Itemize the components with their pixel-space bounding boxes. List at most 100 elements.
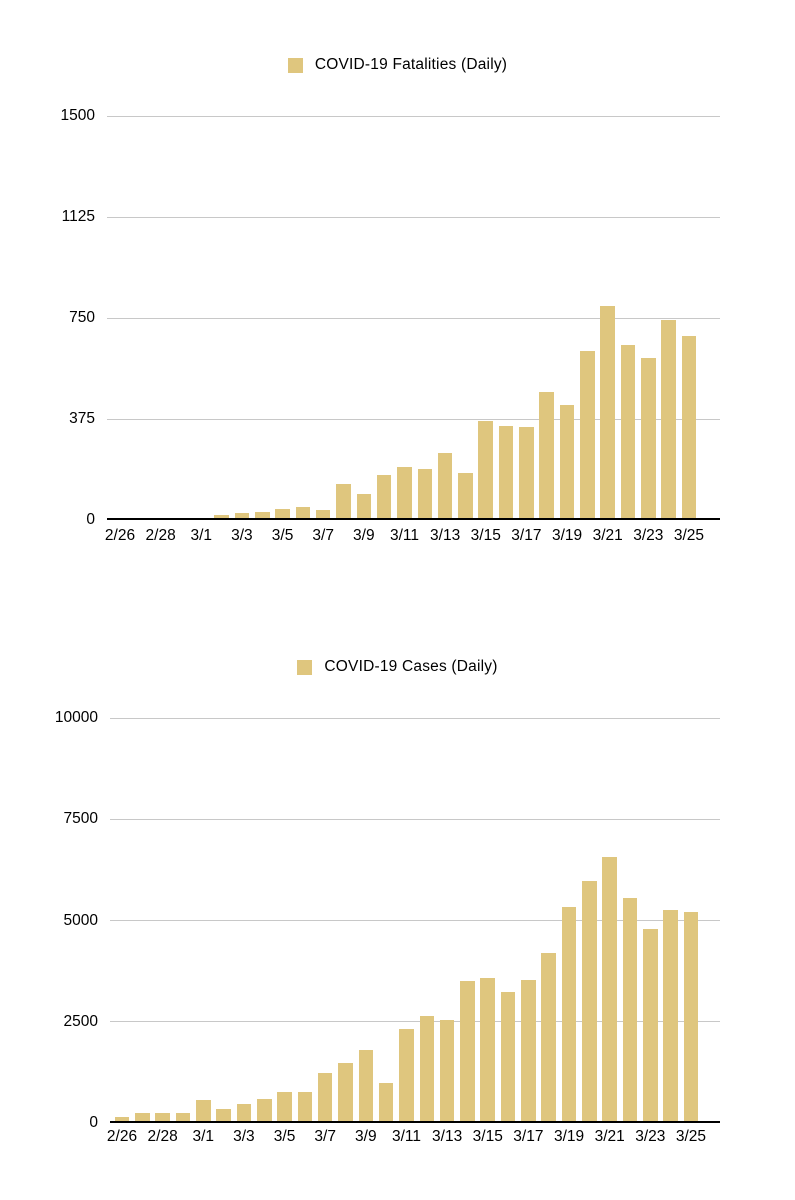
bar-3/17 [519,427,534,520]
x-axis-tick-label: 3/3 [233,1128,255,1145]
y-axis-tick-label: 1500 [60,107,95,124]
fatalities-plot-area [107,115,720,520]
x-axis-tick-label: 3/5 [271,527,294,544]
x-axis-tick-label: 3/25 [675,1128,707,1145]
gridline-7500 [110,818,720,820]
x-axis-tick-label: 3/23 [635,1128,666,1145]
bar-3/22 [622,897,638,1123]
bar-3/12 [417,469,433,520]
y-axis-tick-label: 10000 [54,709,98,726]
y-axis-tick-label: 1125 [61,208,95,225]
legend-label: COVID-19 Cases (Daily) [324,658,498,675]
x-axis-line [110,1121,720,1123]
bar-3/6 [295,506,311,520]
x-axis-tick-label: 3/3 [231,527,253,544]
bar-3/15 [480,977,496,1123]
x-axis-tick-label: 3/9 [355,1128,377,1145]
x-axis-tick-label: 3/7 [312,527,334,544]
bar-3/25 [681,336,697,520]
bar-3/1 [195,1100,211,1123]
bar-3/9 [358,1050,374,1123]
x-axis-tick-label: 3/11 [391,1128,421,1145]
bar-2/28 [155,1113,170,1123]
gridline-1125 [107,216,720,218]
bar-3/2 [214,515,229,520]
gridline-10000 [110,717,720,719]
bar-3/3 [234,512,250,520]
bar-3/16 [498,426,514,520]
bar-3/14 [458,472,473,520]
x-axis-tick-label: 3/23 [633,527,664,544]
x-axis-tick-label: 3/15 [470,527,501,544]
x-axis-tick-label: 2/26 [106,1128,138,1145]
x-axis-line [107,518,720,520]
bar-3/8 [338,1062,353,1123]
gridline-2500 [110,1021,720,1023]
y-axis-tick-label: 750 [69,309,95,326]
bar-2/26 [114,1117,130,1123]
y-axis-tick-label: 7500 [63,810,98,828]
x-axis-tick-label: 3/1 [190,527,213,544]
bar-3/10 [378,1083,394,1123]
bar-3/9 [356,493,372,520]
gridline-750 [107,317,720,319]
cases-plot-area [110,717,720,1123]
x-axis-tick-label: 3/21 [592,527,623,544]
bar-3/21 [602,857,617,1123]
x-axis-tick-label: 3/17 [513,1128,544,1145]
x-axis-tick-label: 3/1 [192,1128,215,1145]
y-axis-tick-label: 0 [86,511,95,528]
bar-3/18 [539,392,554,520]
bar-3/19 [561,907,577,1123]
bar-3/22 [620,344,636,520]
bar-3/7 [315,510,331,520]
bar-3/23 [641,358,656,520]
bar-3/23 [643,929,658,1123]
x-axis-tick-label: 3/17 [511,527,542,544]
y-axis-tick-label: 2500 [63,1012,98,1030]
bar-3/19 [559,405,575,520]
bar-3/20 [582,880,597,1123]
fatalities-legend: COVID-19 Fatalities (Daily) [0,56,795,73]
bar-3/12 [419,1015,435,1123]
x-axis-tick-label: 3/15 [472,1128,503,1145]
bar-2/27 [135,1112,150,1123]
bar-3/21 [600,306,615,520]
x-axis-tick-label: 3/13 [432,1128,463,1145]
x-axis-tick-label: 3/5 [273,1128,296,1145]
x-axis-tick-label: 3/13 [430,527,461,544]
cases-legend: COVID-19 Cases (Daily) [0,658,795,675]
bar-3/18 [541,952,556,1123]
bar-3/5 [275,508,290,520]
x-axis-tick-label: 3/7 [314,1128,336,1145]
bar-3/17 [521,980,536,1123]
legend-swatch [297,659,313,675]
legend-swatch [287,57,303,73]
x-axis-tick-label: 2/26 [104,527,136,544]
bar-3/16 [500,992,516,1123]
bar-3/10 [376,474,392,520]
bar-3/4 [256,1099,272,1123]
bar-3/3 [236,1104,252,1123]
bar-3/24 [661,319,676,520]
bar-3/11 [397,467,412,520]
legend-label: COVID-19 Fatalities (Daily) [314,56,508,73]
bar-3/14 [460,981,475,1123]
bar-3/7 [317,1072,333,1123]
bar-3/6 [297,1091,313,1123]
bar-3/13 [437,452,453,520]
y-axis-tick-label: 375 [69,410,95,427]
bar-3/25 [683,912,699,1123]
bar-3/4 [254,512,270,520]
gridline-1500 [107,115,720,117]
bar-3/15 [478,420,494,520]
y-axis-tick-label: 0 [89,1114,98,1131]
x-axis-tick-label: 3/19 [551,527,583,544]
bar-3/2 [216,1109,231,1123]
bar-3/11 [399,1029,414,1123]
x-axis-tick-label: 3/21 [594,1128,625,1145]
y-axis-tick-label: 5000 [63,911,98,929]
